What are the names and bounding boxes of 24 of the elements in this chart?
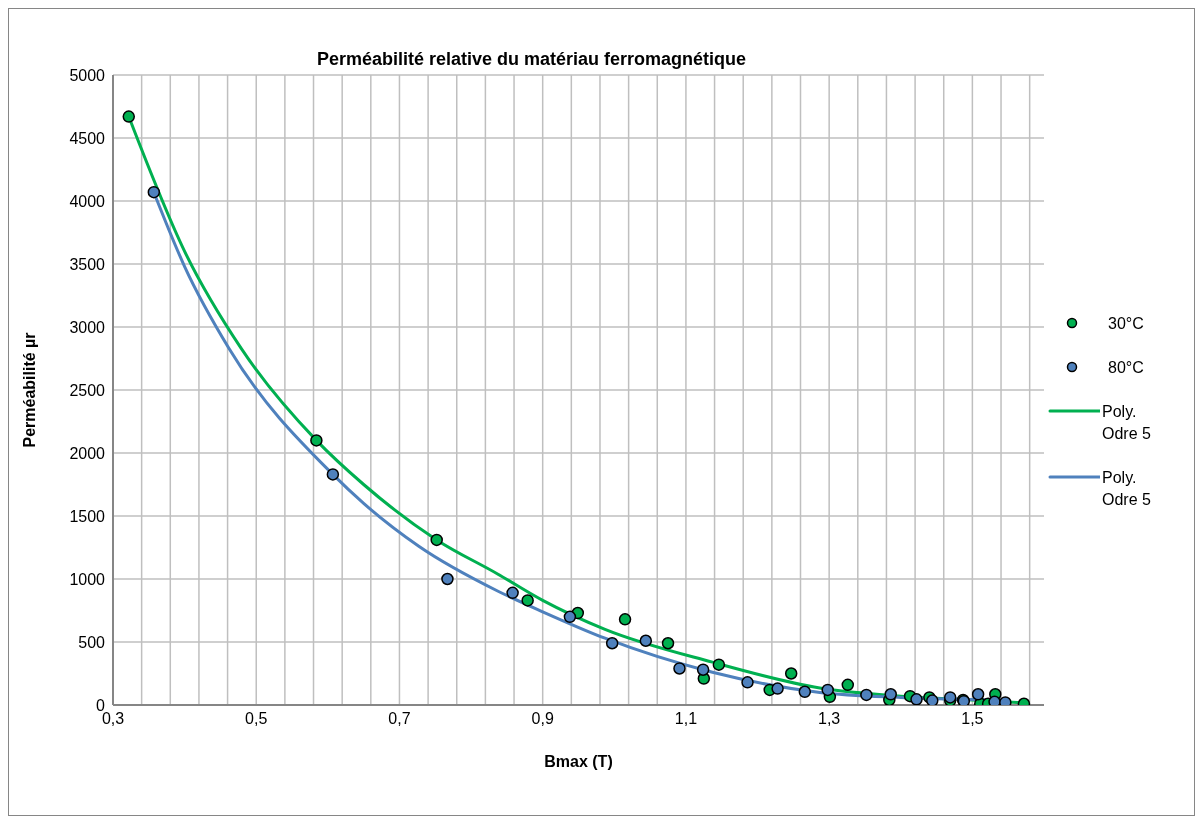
y-tick-label: 2500	[69, 381, 106, 399]
y-tick-label: 1500	[69, 507, 106, 525]
x-tick-label: 0,9	[531, 710, 554, 728]
x-tick-label: 0,5	[245, 710, 268, 728]
y-tick-label: 500	[78, 633, 106, 651]
x-tick-label: 0,3	[101, 710, 125, 728]
y-tick-label: 1000	[69, 570, 106, 588]
y-tick-label: 3000	[69, 318, 106, 336]
x-tick-label: 1,1	[674, 710, 698, 728]
y-tick-label: 4500	[69, 129, 106, 147]
y-tick-label: 4000	[69, 192, 106, 210]
legend-label: Poly. Odre 5	[1102, 402, 1152, 444]
x-tick-label: 1,3	[818, 710, 841, 728]
y-axis-title: Perméabilité µr	[20, 332, 38, 448]
legend-label: Poly. Odre 5	[1102, 468, 1152, 510]
y-tick-label: 5000	[69, 66, 106, 84]
y-tick-label: 2000	[69, 444, 106, 462]
x-axis-title: Bmax (T)	[544, 753, 613, 770]
x-tick-label: 1,5	[961, 710, 984, 728]
legend-label: 80°C	[1108, 358, 1145, 378]
legend-label: 30°C	[1108, 314, 1145, 334]
x-tick-label: 0,7	[388, 710, 411, 728]
chart-title: Perméabilité relative du matériau ferromagnétique	[316, 49, 747, 69]
y-tick-label: 3500	[69, 255, 106, 273]
